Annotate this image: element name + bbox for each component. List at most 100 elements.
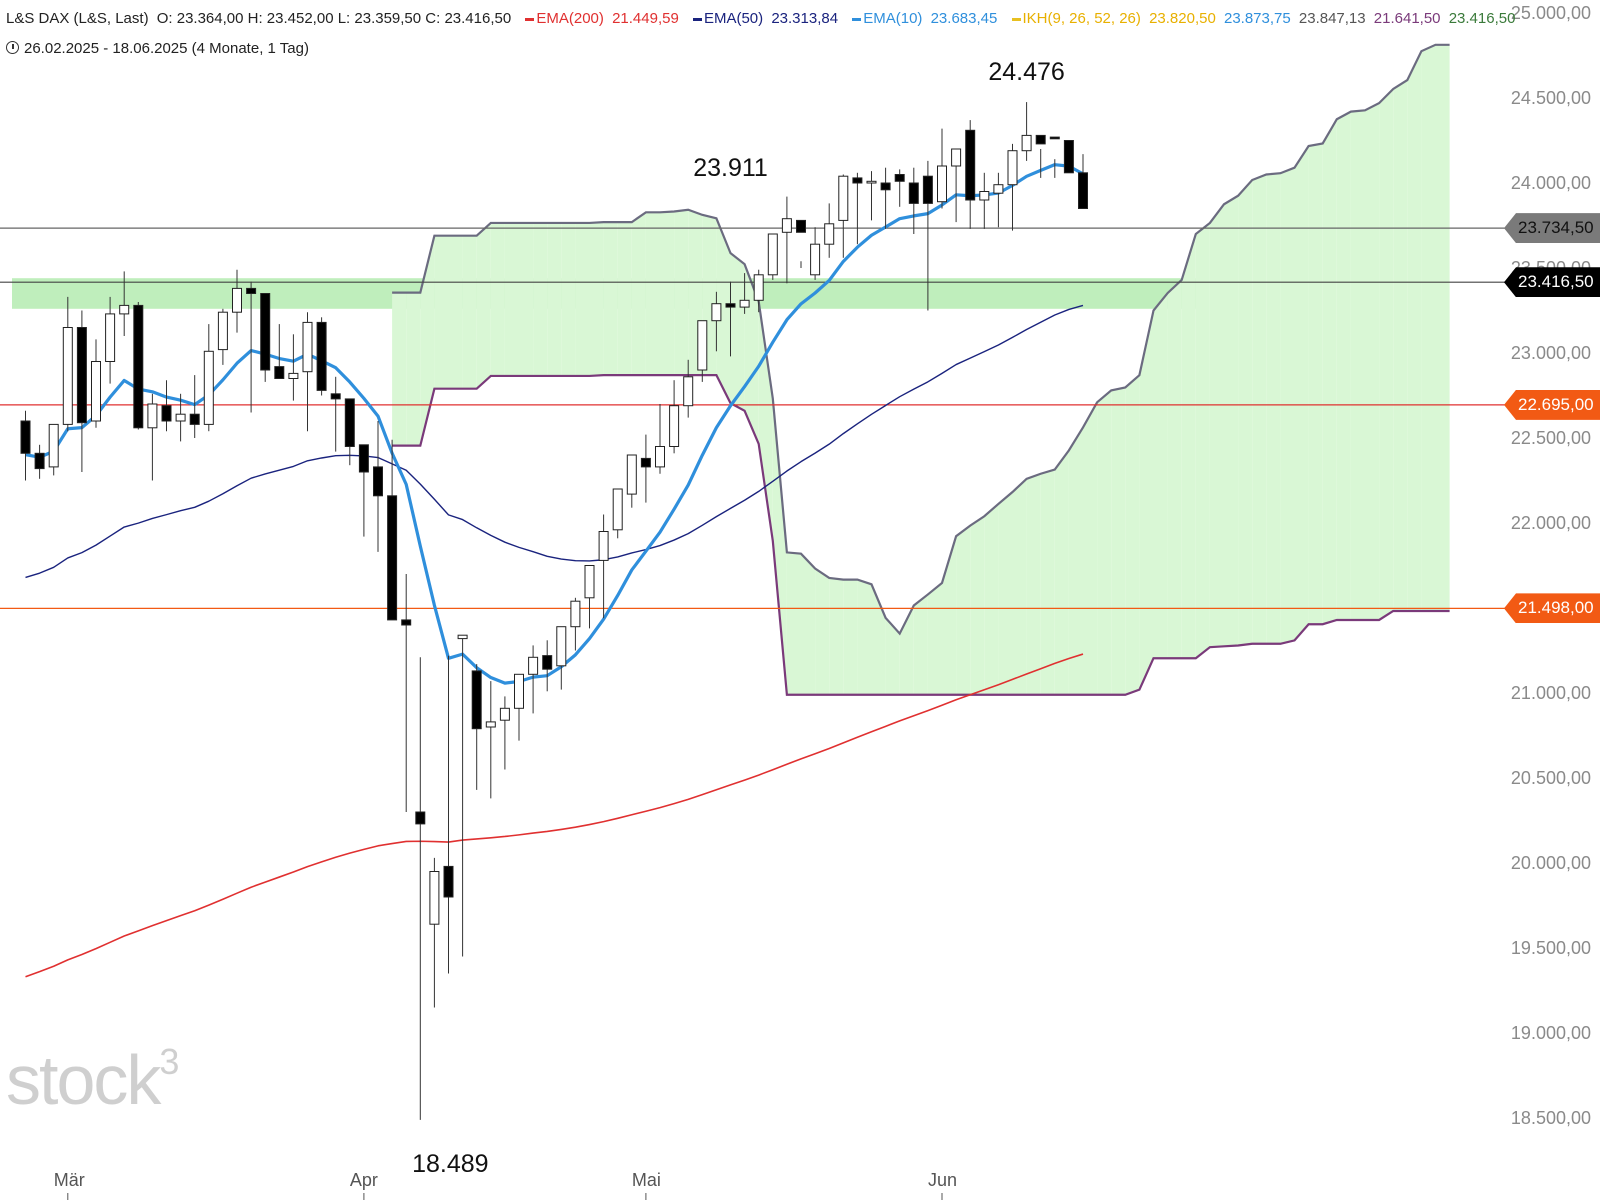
cloud-segment — [1322, 119, 1337, 625]
y-tick-label: 20.000,00 — [1511, 853, 1591, 873]
symbol-label: L&S DAX (L&S, Last) — [6, 10, 149, 27]
cloud-segment — [603, 222, 618, 376]
candle — [1078, 172, 1088, 210]
cloud-segment — [744, 264, 759, 444]
cloud-segment — [1336, 111, 1351, 620]
candle — [133, 304, 144, 429]
y-tick-label: 24.500,00 — [1511, 88, 1591, 108]
candle — [1007, 150, 1018, 186]
candle — [358, 444, 369, 473]
ema10-legend-value: 23.683,45 — [930, 10, 998, 27]
cloud-segment — [1350, 110, 1365, 620]
candle — [810, 243, 821, 276]
cloud-segment — [1252, 174, 1267, 644]
candle — [471, 670, 482, 730]
cloud-segment — [1167, 279, 1182, 659]
cloud-segment — [392, 292, 407, 446]
cloud-segment — [1209, 204, 1224, 648]
ema10-legend-swatch — [852, 17, 862, 21]
ema50-legend-value: 23.313,84 — [771, 10, 839, 27]
candle — [457, 634, 468, 640]
ikh-value-1: 23.820,50 — [1149, 10, 1216, 27]
y-axis: 18.500,00 19.000,00 19.500,00 20.000,00 20.5… — [1511, 3, 1591, 1128]
candle — [979, 191, 990, 201]
candle — [626, 454, 637, 495]
candle — [260, 293, 271, 371]
candle — [669, 405, 680, 448]
ikh-value-3: 23.847,13 — [1298, 10, 1366, 27]
cloud-segment — [406, 292, 421, 446]
cloud-segment — [1407, 51, 1422, 611]
candle — [246, 287, 257, 294]
candle — [781, 218, 792, 233]
cloud-segment — [801, 553, 816, 695]
cloud-segment — [660, 211, 675, 376]
candle — [373, 466, 383, 497]
cloud-segment — [970, 516, 985, 695]
candle — [288, 372, 299, 379]
candle — [725, 303, 736, 308]
candle — [189, 413, 200, 425]
candle — [753, 274, 764, 301]
ikh-value-2: 23.873,75 — [1223, 10, 1291, 27]
cloud-segment — [1308, 143, 1323, 625]
ema200-legend-label: EMA(200) — [536, 10, 604, 27]
ikh-legend-label: IKH(9, 26, 52, 26) — [1022, 10, 1141, 27]
y-tick-label: 22.000,00 — [1511, 513, 1591, 533]
cloud-segment — [1026, 473, 1041, 695]
cloud-segment — [998, 492, 1013, 695]
senkou-span-a-line — [392, 43, 1450, 636]
chart-header: L&S DAX (L&S, Last) O: 23.364,00 H: 23.4… — [6, 10, 1519, 27]
cloud-segment — [1224, 195, 1239, 647]
ohlc-values: O: 23.364,00 H: 23.452,00 L: 23.359,50 C… — [156, 10, 512, 27]
date-range: 26.02.2025 - 18.06.2025 — [24, 40, 188, 57]
price-level-badge: 21.498,00 — [1504, 593, 1600, 624]
candle — [429, 871, 440, 925]
cloud-segment — [913, 594, 928, 695]
cloud-segment — [1421, 44, 1436, 611]
candle — [274, 366, 285, 380]
candle — [640, 457, 651, 468]
candle — [894, 174, 905, 182]
cloud-segment — [1435, 44, 1450, 611]
ema200-line — [25, 653, 1084, 978]
y-tick-label: 23.000,00 — [1511, 343, 1591, 363]
price-level-badge: 23.416,50 — [1504, 267, 1600, 298]
candle — [612, 488, 623, 531]
price-level-badge: 22.695,00 — [1504, 389, 1600, 420]
candle — [584, 565, 595, 599]
candle — [48, 423, 59, 468]
y-tick-label: 25.000,00 — [1511, 3, 1591, 23]
candle — [697, 320, 708, 371]
candle — [147, 403, 158, 429]
candle — [443, 865, 454, 898]
candle — [62, 327, 73, 425]
candle — [105, 313, 116, 362]
cloud-segment — [815, 568, 830, 695]
candle — [767, 233, 778, 276]
candle — [908, 182, 919, 204]
ema10-line — [25, 163, 1084, 685]
candle — [415, 811, 426, 825]
candle — [34, 452, 45, 470]
cloud-segment — [547, 222, 562, 376]
cloud-segment — [448, 235, 463, 389]
cloud-segment — [561, 222, 576, 376]
clock-icon — [6, 41, 19, 54]
cloud-segment — [589, 222, 604, 376]
candle — [866, 180, 877, 184]
cloud-segment — [1181, 234, 1196, 659]
cloud-segment — [730, 253, 745, 411]
senkou-span-b-line — [392, 374, 1450, 696]
candle — [880, 182, 891, 191]
cloud-segment — [1280, 167, 1295, 644]
candle — [161, 405, 172, 422]
candle — [711, 303, 722, 322]
candle — [965, 129, 976, 201]
candle — [1021, 134, 1032, 152]
cloud-segment — [1195, 222, 1210, 659]
y-tick-label: 18.500,00 — [1511, 1108, 1591, 1128]
cloud-segment — [1111, 387, 1126, 695]
y-tick-label: 20.500,00 — [1511, 768, 1591, 788]
